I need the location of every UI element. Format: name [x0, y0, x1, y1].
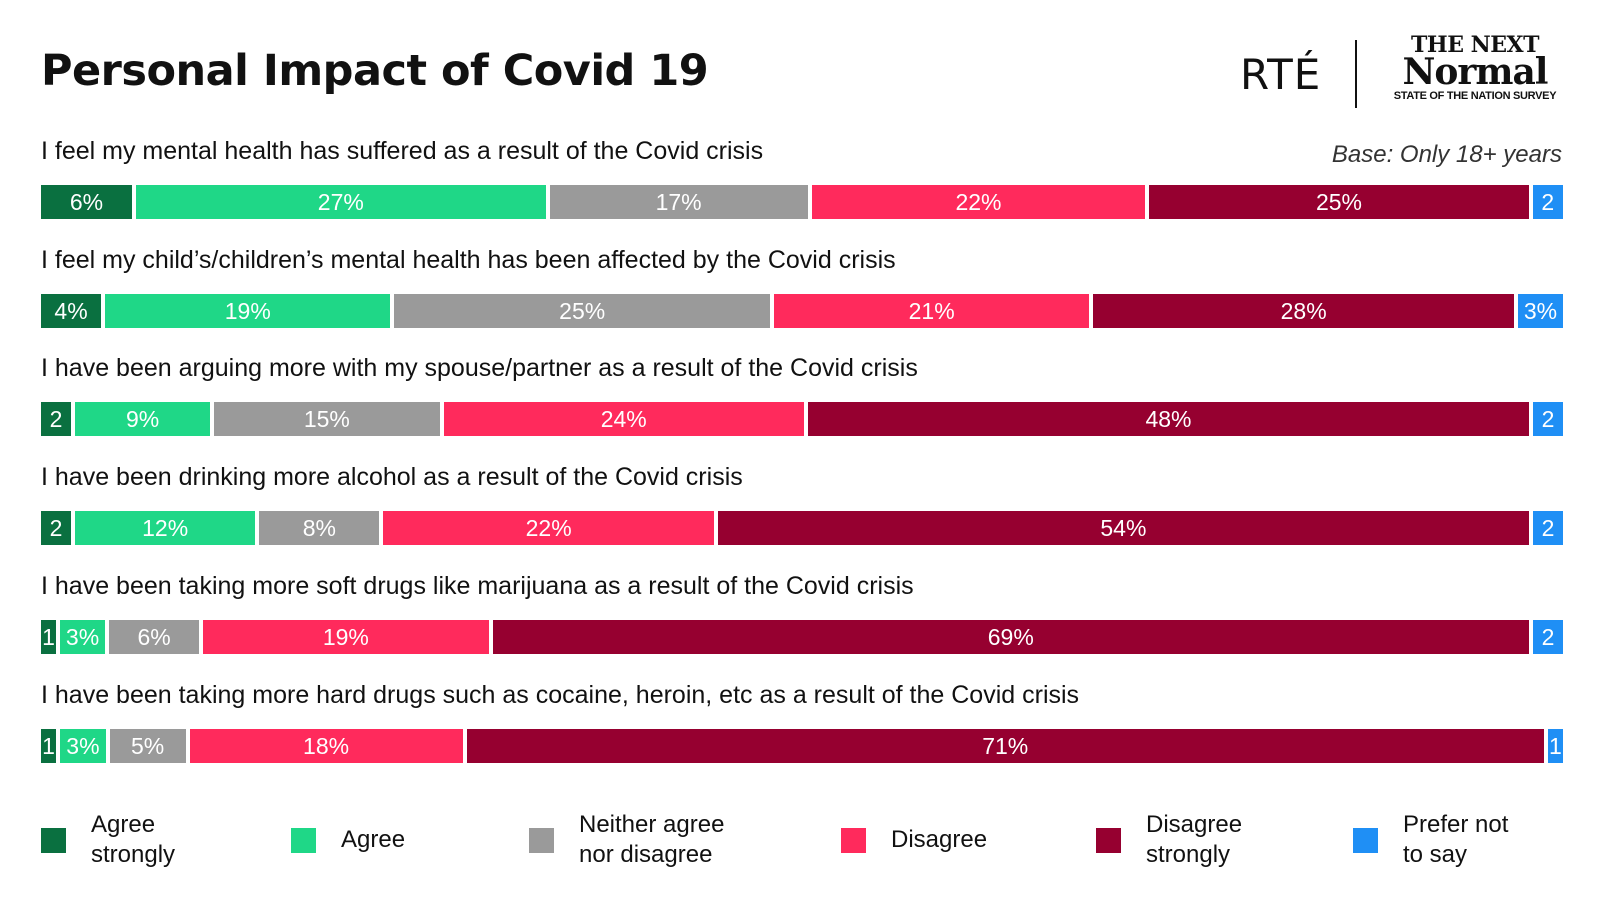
bar-segment: 21%: [773, 293, 1090, 328]
next-normal-logo: THE NEXT Normal STATE OF THE NATION SURV…: [1390, 34, 1560, 104]
logo-line-2: Normal: [1402, 51, 1549, 93]
bar-segment: 1: [41, 619, 57, 654]
legend-item: Agree strongly: [41, 810, 201, 870]
bar-segment: 69%: [492, 619, 1529, 654]
bar-segment: 9%: [75, 402, 211, 437]
legend-swatch: [291, 827, 316, 853]
question-label: I have been taking more soft drugs like …: [41, 571, 914, 600]
bar-segment: 6%: [41, 185, 133, 219]
question-label: I have been taking more hard drugs such …: [41, 680, 1080, 709]
bar-row: 2 12% 8% 22% 54% 2: [41, 511, 1563, 546]
bar-segment: 3%: [60, 728, 106, 763]
rte-logo: RTÉ: [1240, 50, 1322, 99]
base-note: Base: Only 18+ years: [1331, 141, 1562, 168]
legend-label: Agree: [341, 826, 406, 853]
legend-label: Disagree: [891, 826, 988, 853]
bar-segment: 48%: [808, 402, 1529, 437]
legend-item: Prefer not to say: [1353, 810, 1533, 870]
legend-swatch: [1353, 827, 1378, 853]
bar-row: 4% 19% 25% 21% 28% 3%: [41, 293, 1563, 328]
bar-segment: 3%: [1517, 293, 1563, 328]
bar-segment: 27%: [136, 185, 546, 219]
bar-segment: 54%: [717, 511, 1529, 546]
bar-row: 6% 27% 17% 22% 25% 2: [41, 185, 1563, 219]
legend-label: Prefer not to say: [1403, 811, 1509, 868]
bar-segment: 28%: [1093, 293, 1514, 328]
bar-row: 2 9% 15% 24% 48% 2: [41, 402, 1563, 437]
legend-swatch: [529, 827, 554, 853]
legend-item: Disagree strongly: [1096, 810, 1256, 870]
bar-segment: 1: [1547, 728, 1563, 763]
bar-row: 1 3% 5% 18% 71% 1: [41, 728, 1563, 763]
bar-segment: 71%: [466, 728, 1544, 763]
bar-segment: 17%: [549, 185, 808, 219]
bar-segment: 5%: [109, 728, 186, 763]
bar-segment: 22%: [811, 185, 1146, 219]
bar-segment: 22%: [383, 511, 714, 546]
chart-title: Personal Impact of Covid 19: [41, 46, 709, 96]
legend-label: Agree strongly: [91, 811, 176, 868]
bar-row: 1 3% 6% 19% 69% 2: [41, 619, 1563, 654]
bar-segment: 25%: [1149, 185, 1529, 219]
bar-segment: 15%: [214, 402, 440, 437]
bar-segment: 24%: [443, 402, 804, 437]
legend-item: Disagree: [841, 810, 1011, 870]
bar-segment: 2: [41, 402, 72, 437]
bar-segment: 2: [1532, 511, 1563, 546]
legend-label: Disagree strongly: [1146, 811, 1243, 868]
legend-item: Agree: [291, 810, 461, 870]
bar-segment: 12%: [75, 511, 256, 546]
bar-segment: 8%: [259, 511, 380, 546]
question-label: I feel my child’s/children’s mental heal…: [41, 245, 896, 274]
legend-label: Neither agree nor disagree: [579, 811, 725, 868]
bar-segment: 1: [41, 728, 57, 763]
logo-line-3: STATE OF THE NATION SURVEY: [1393, 90, 1557, 102]
bar-segment: 19%: [203, 619, 489, 654]
legend-swatch: [1096, 827, 1121, 853]
legend: Agree strongly Agree Neither agree nor dis…: [41, 810, 1563, 880]
bar-segment: 19%: [105, 293, 391, 328]
logo-divider: [1355, 40, 1357, 108]
bar-segment: 18%: [189, 728, 463, 763]
bar-segment: 6%: [109, 619, 200, 654]
question-label: I have been drinking more alcohol as a r…: [41, 463, 743, 492]
bar-segment: 25%: [394, 293, 770, 328]
legend-item: Neither agree nor disagree: [529, 810, 749, 870]
legend-swatch: [841, 827, 866, 853]
bar-segment: 3%: [60, 619, 106, 654]
bar-segment: 4%: [41, 293, 102, 328]
bar-segment: 2: [1532, 402, 1563, 437]
legend-swatch: [41, 827, 66, 853]
question-label: I have been arguing more with my spouse/…: [41, 354, 918, 383]
bar-segment: 2: [1532, 619, 1563, 654]
question-label: I feel my mental health has suffered as …: [41, 137, 764, 165]
bar-segment: 2: [41, 511, 72, 546]
bar-segment: 2: [1532, 185, 1563, 219]
logo-line-1: THE NEXT: [1411, 32, 1539, 58]
